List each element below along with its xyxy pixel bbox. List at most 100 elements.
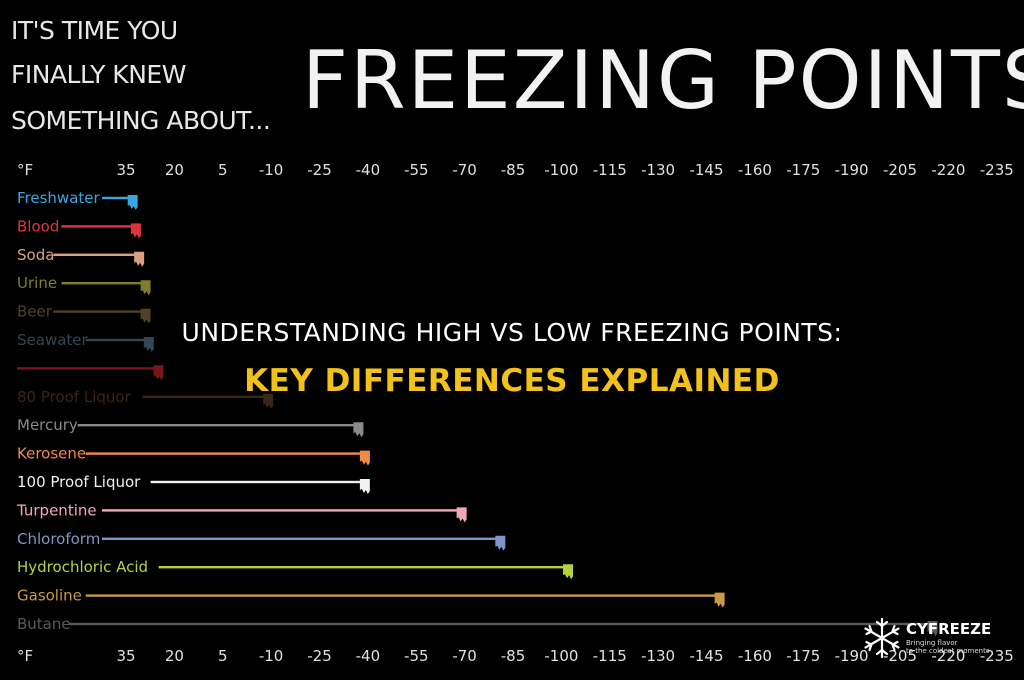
bar-drip xyxy=(130,223,141,239)
bar xyxy=(53,253,143,256)
bar-drip xyxy=(153,365,164,381)
brand-tagline: Bringing flavor to the coldest moments xyxy=(906,639,989,655)
category-label: Turpentine xyxy=(16,501,97,519)
brand-tagline-line-2: to the coldest moments xyxy=(906,647,990,655)
bar-row: Urine xyxy=(17,274,151,296)
bar-drip xyxy=(495,535,506,551)
category-label: Seawater xyxy=(17,331,89,349)
bar xyxy=(102,509,465,512)
bar xyxy=(102,537,504,540)
bar-drip xyxy=(359,450,370,466)
bottom-tick-label: -10 xyxy=(259,647,284,665)
bar-drip xyxy=(714,592,725,608)
bars-group: Freshwater Blood Soda Urine Beer Seawater 80 P… xyxy=(16,189,938,636)
bar xyxy=(85,338,152,342)
bar-drip xyxy=(127,195,138,210)
bar-row: 80 Proof Liquor xyxy=(17,388,274,409)
category-label: Blood xyxy=(17,217,59,235)
bar-row: 100 Proof Liquor xyxy=(17,473,370,494)
bar-row: Beer xyxy=(17,303,151,324)
bottom-tick-label: 5 xyxy=(218,647,228,665)
tagline-line-1: IT'S TIME YOU xyxy=(11,16,178,45)
bar xyxy=(61,282,149,285)
brand-name: CYFREEZE xyxy=(906,620,992,638)
bar-row xyxy=(17,365,164,381)
bar-drip xyxy=(359,479,370,494)
tagline-line-3: SOMETHING ABOUT... xyxy=(11,106,271,135)
top-axis: °F 35 20 5 -10 -25 -40 -55 -70 -85 -100 -115 -130 -14… xyxy=(17,161,1014,179)
tagline-line-2: FINALLY KNEW xyxy=(11,60,186,89)
top-tick-label: 5 xyxy=(218,161,228,179)
bar xyxy=(102,196,136,200)
bar xyxy=(142,395,272,398)
bar-row: Soda xyxy=(17,246,145,267)
category-label: Gasoline xyxy=(17,587,82,605)
brand-tagline-line-1: Bringing flavor xyxy=(906,639,958,647)
top-tick-label: -10 xyxy=(259,161,284,179)
bar-drip xyxy=(143,337,154,352)
bar xyxy=(17,367,162,370)
bar-drip xyxy=(927,621,938,636)
category-label: 100 Proof Liquor xyxy=(17,473,141,491)
bar-drip xyxy=(263,393,274,409)
top-tick-label: -190 xyxy=(835,161,869,179)
title-overlay-band xyxy=(0,300,1024,420)
bottom-tick-label: -100 xyxy=(544,647,578,665)
bar-drip xyxy=(134,251,145,267)
overlay-title: UNDERSTANDING HIGH VS LOW FREEZING POINT… xyxy=(181,318,843,347)
bar xyxy=(85,452,368,455)
top-tick-label: -100 xyxy=(544,161,578,179)
category-label: Urine xyxy=(17,274,57,292)
snowflake-icon xyxy=(864,617,900,659)
top-tick-label: -85 xyxy=(501,161,526,179)
bar xyxy=(61,225,139,228)
bottom-axis: °F 35 20 5 -10 -25 -40 -55 -70 -85 -100 -115 -130 -14… xyxy=(17,647,1014,665)
category-label: Mercury xyxy=(17,416,78,434)
bottom-tick-label: -25 xyxy=(307,647,332,665)
top-tick-label: -70 xyxy=(452,161,477,179)
bar xyxy=(158,566,571,569)
bar xyxy=(77,424,362,427)
bottom-tick-label: -130 xyxy=(641,647,675,665)
bottom-tick-label: -190 xyxy=(835,647,869,665)
bottom-tick-label: -235 xyxy=(980,647,1014,665)
category-label: Soda xyxy=(17,246,54,264)
category-label: Hydrochloric Acid xyxy=(17,558,148,576)
bar-drip xyxy=(353,422,364,438)
top-tick-label: -25 xyxy=(307,161,332,179)
top-tick-label: -55 xyxy=(404,161,429,179)
bottom-tick-label: -70 xyxy=(452,647,477,665)
bar-row: Hydrochloric Acid xyxy=(17,558,574,580)
category-label: 80 Proof Liquor xyxy=(17,388,132,406)
top-axis-unit-label: °F xyxy=(17,161,33,179)
bottom-tick-label: -205 xyxy=(883,647,917,665)
bar xyxy=(85,594,723,597)
bar-drip xyxy=(563,564,574,580)
bar-row: Gasoline xyxy=(17,587,725,608)
bar xyxy=(53,310,149,313)
overlay-subtitle: KEY DIFFERENCES EXPLAINED xyxy=(244,363,780,399)
bar-drip xyxy=(140,280,151,296)
bottom-tick-label: 35 xyxy=(116,647,135,665)
bottom-tick-label: -55 xyxy=(404,647,429,665)
bar-row: Kerosene xyxy=(17,445,370,466)
bottom-tick-label: -220 xyxy=(931,647,965,665)
top-tick-label: -205 xyxy=(883,161,917,179)
top-tick-label: 35 xyxy=(116,161,135,179)
bar-row: Seawater xyxy=(17,331,154,352)
bottom-tick-label: -160 xyxy=(738,647,772,665)
bar-row: Butane xyxy=(17,615,938,636)
top-tick-label: -175 xyxy=(786,161,820,179)
category-label: Chloroform xyxy=(17,530,100,548)
top-tick-label: -145 xyxy=(689,161,723,179)
bar-row: Turpentine xyxy=(16,501,467,523)
top-tick-label: -235 xyxy=(980,161,1014,179)
bar-row: Freshwater xyxy=(17,189,138,210)
bottom-tick-label: 20 xyxy=(165,647,184,665)
headline: FREEZING POINTS xyxy=(302,34,1024,127)
bar-drip xyxy=(456,507,467,523)
brand-logo: CYFREEZE Bringing flavor to the coldest … xyxy=(860,616,1010,660)
top-tick-label: -160 xyxy=(738,161,772,179)
bottom-tick-label: -40 xyxy=(356,647,381,665)
